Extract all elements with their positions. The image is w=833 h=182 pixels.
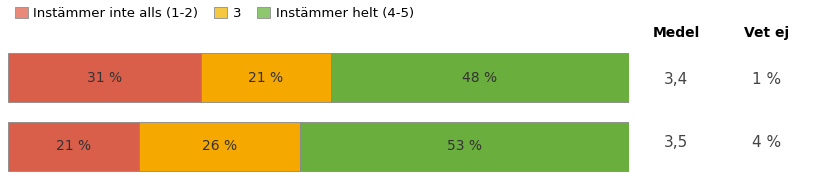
Bar xyxy=(300,122,629,171)
Bar xyxy=(8,53,201,102)
Text: 3,5: 3,5 xyxy=(664,135,689,150)
Legend: Instämmer inte alls (1-2), 3, Instämmer helt (4-5): Instämmer inte alls (1-2), 3, Instämmer … xyxy=(15,7,414,20)
Bar xyxy=(138,122,300,171)
Text: 1 %: 1 % xyxy=(752,72,781,87)
Text: 48 %: 48 % xyxy=(462,71,497,85)
Bar xyxy=(331,53,629,102)
Text: 3,4: 3,4 xyxy=(664,72,689,87)
Text: 21 %: 21 % xyxy=(248,71,283,85)
Text: 4 %: 4 % xyxy=(752,135,781,150)
Bar xyxy=(8,122,138,171)
Text: Vet ej: Vet ej xyxy=(744,26,789,40)
Text: 53 %: 53 % xyxy=(447,139,482,153)
Text: 21 %: 21 % xyxy=(56,139,91,153)
Text: Medel: Medel xyxy=(653,26,700,40)
Text: 31 %: 31 % xyxy=(87,71,122,85)
Text: 26 %: 26 % xyxy=(202,139,237,153)
Bar xyxy=(201,53,331,102)
